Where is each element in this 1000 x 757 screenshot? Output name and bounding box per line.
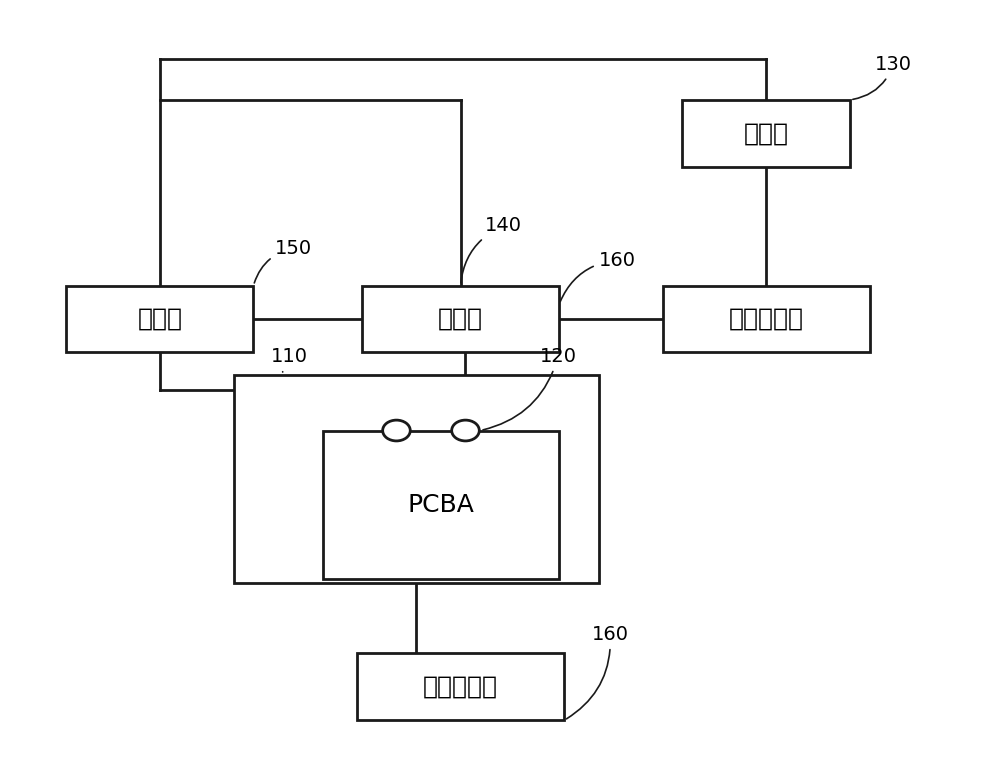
Text: 计算机设备: 计算机设备 <box>729 307 804 331</box>
Circle shape <box>452 420 479 441</box>
Text: PCBA: PCBA <box>407 493 474 517</box>
Text: 130: 130 <box>853 55 912 99</box>
Text: 160: 160 <box>566 625 629 719</box>
Text: 功分器: 功分器 <box>137 307 182 331</box>
Text: 衰减器: 衰减器 <box>438 307 483 331</box>
Bar <box>66 285 253 353</box>
Text: 计算机设备: 计算机设备 <box>423 675 498 699</box>
Text: 110: 110 <box>271 347 308 372</box>
Bar <box>362 285 559 353</box>
Bar <box>357 653 564 721</box>
Text: 150: 150 <box>254 238 312 283</box>
Bar <box>322 431 559 579</box>
Bar <box>682 100 850 167</box>
Text: 160: 160 <box>560 251 636 301</box>
Text: 测试仪: 测试仪 <box>744 121 789 145</box>
Text: 120: 120 <box>483 347 576 430</box>
Text: 140: 140 <box>461 217 522 283</box>
Circle shape <box>383 420 410 441</box>
Bar <box>234 375 599 583</box>
Bar <box>663 285 870 353</box>
